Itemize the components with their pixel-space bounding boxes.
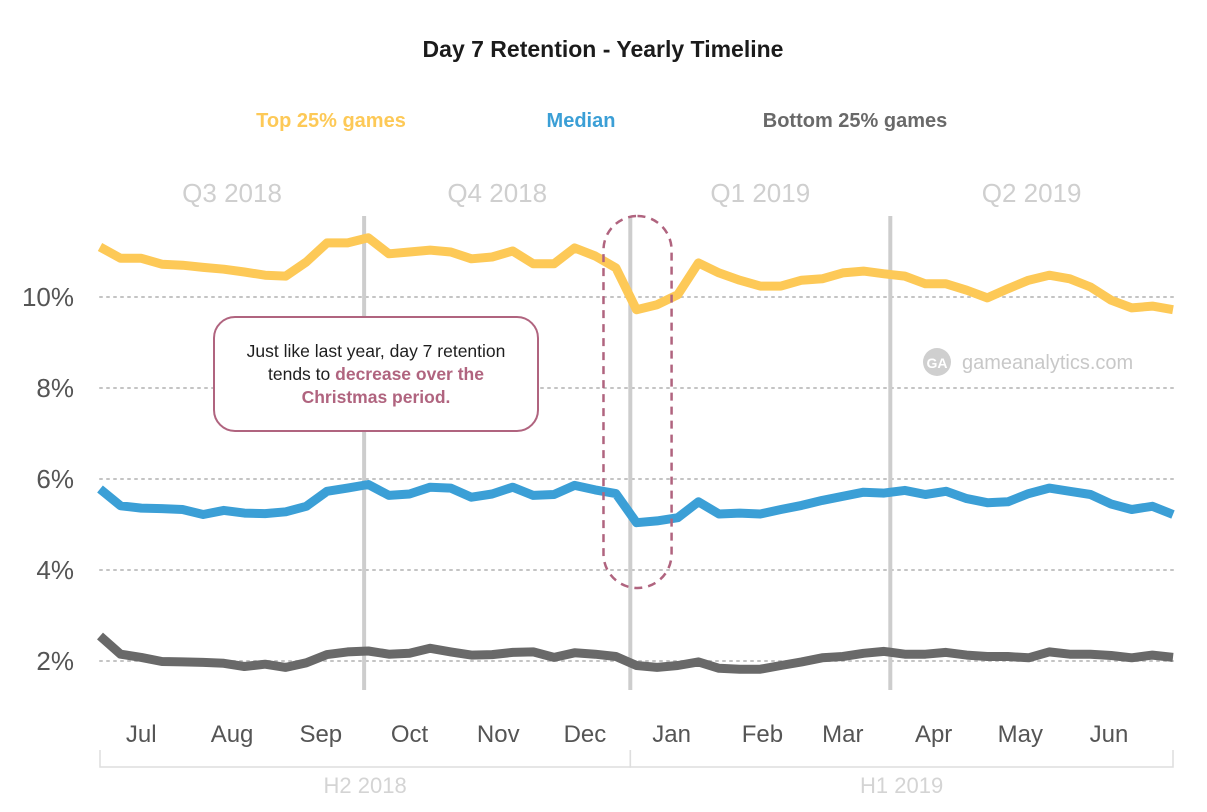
half-label: H2 2018 bbox=[324, 773, 407, 798]
chart-title: Day 7 Retention - Yearly Timeline bbox=[423, 36, 784, 62]
gameanalytics-logo-icon bbox=[923, 348, 951, 376]
legend-item-median: Median bbox=[547, 110, 616, 132]
month-label: Mar bbox=[822, 721, 863, 748]
annotation-text: Just like last year, day 7 retention ten… bbox=[231, 340, 521, 409]
month-label: Apr bbox=[915, 721, 952, 748]
month-label: Oct bbox=[391, 721, 429, 748]
month-label: Dec bbox=[564, 721, 607, 748]
christmas-highlight bbox=[602, 214, 673, 590]
x-axis: Jul Aug Sep Oct Nov Dec Jan Feb Mar Apr May Jun H2 2… bbox=[99, 721, 1174, 798]
highlight-box bbox=[602, 214, 673, 590]
month-label: Aug bbox=[211, 721, 254, 748]
month-label: Nov bbox=[477, 721, 520, 748]
half-label: H1 2019 bbox=[860, 773, 943, 798]
series-line-bottom-25-games bbox=[97, 632, 1174, 674]
quarter-label: Q4 2018 bbox=[447, 178, 547, 208]
y-tick-label: 2% bbox=[36, 646, 74, 676]
annotation-highlight: decrease over the Christmas period. bbox=[301, 363, 484, 407]
month-label: Jun bbox=[1090, 721, 1129, 748]
legend: Top 25% games Median Bottom 25% games bbox=[256, 110, 947, 132]
y-tick-label: 4% bbox=[36, 555, 74, 585]
legend-item-top-25-games: Top 25% games bbox=[256, 110, 406, 132]
quarter-labels: Q3 2018 Q4 2018 Q1 2019 Q2 2019 bbox=[182, 178, 1081, 208]
annotation-plain: Just like last year, day 7 retention ten… bbox=[246, 340, 506, 384]
series-line-median bbox=[97, 480, 1175, 528]
quarter-label: Q2 2019 bbox=[982, 178, 1082, 208]
month-label: May bbox=[998, 721, 1043, 748]
quarter-label: Q1 2019 bbox=[710, 178, 810, 208]
annotation-callout: Just like last year, day 7 retention ten… bbox=[213, 316, 539, 432]
half-bracket bbox=[629, 750, 1174, 768]
y-tick-label: 8% bbox=[36, 373, 74, 403]
watermark: GA gameanalytics.com bbox=[923, 348, 1133, 376]
series-lines bbox=[97, 233, 1175, 674]
half-bracket bbox=[99, 750, 632, 768]
month-label: Sep bbox=[299, 721, 342, 748]
y-axis: 2% 4% 6% 8% 10% bbox=[22, 282, 74, 676]
quarter-label: Q3 2018 bbox=[182, 178, 282, 208]
month-label: Feb bbox=[742, 721, 783, 748]
month-label: Jan bbox=[652, 721, 691, 748]
y-tick-label: 10% bbox=[22, 282, 74, 312]
gameanalytics-logo-glyph: GA bbox=[927, 355, 948, 371]
month-label: Jul bbox=[126, 721, 157, 748]
legend-item-bottom-25-games: Bottom 25% games bbox=[763, 110, 948, 132]
watermark-text: gameanalytics.com bbox=[962, 352, 1133, 374]
series-line-top-25-games bbox=[97, 233, 1174, 315]
y-tick-label: 6% bbox=[36, 464, 74, 494]
